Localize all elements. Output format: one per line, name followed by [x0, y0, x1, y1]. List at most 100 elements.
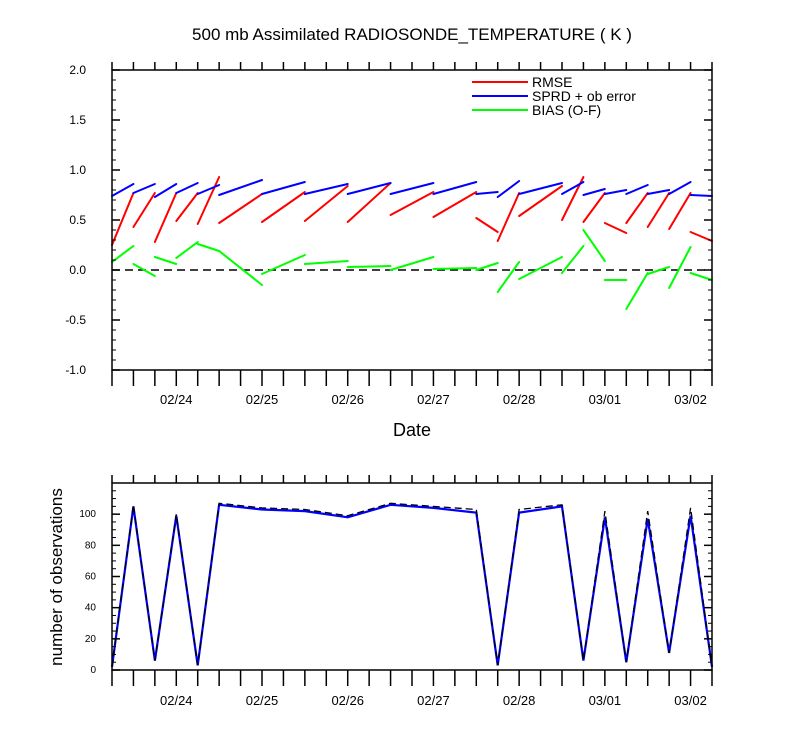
bottom-y-tick-label-3: 60	[85, 572, 97, 583]
legend-label-bias-o-f: BIAS (O-F)	[532, 102, 601, 118]
sprd-ob-error-segment-3	[175, 182, 199, 194]
series-total	[111, 502, 713, 667]
bottom-y-tick-label-0: 0	[90, 665, 96, 676]
top-chart: 500 mb Assimilated RADIOSONDE_TEMPERATUR…	[65, 25, 713, 440]
bias-o-f-segment-3	[175, 241, 199, 259]
bias-o-f-segment-13	[518, 256, 563, 280]
sprd-ob-error-segment-19	[668, 181, 692, 195]
bottom-x-tick-labels: 02/24 02/25 02/26 02/27 02/28 03/01 03/02	[160, 693, 707, 708]
series-sprd-ob-error	[111, 179, 713, 198]
rmse-segment-19	[668, 192, 692, 230]
top-y-tick-label-1: -0.5	[65, 313, 86, 327]
legend-label-rmse: RMSE	[532, 74, 572, 90]
bottom-chart: 0 20 40 60 80 100 02/24 02/25 02/26 02/27 02/28 03…	[47, 475, 714, 708]
sprd-ob-error-segment-0	[111, 183, 135, 197]
sprd-ob-error-segment-6	[261, 181, 306, 195]
bottom-x-tick-label-6: 03/02	[674, 693, 707, 708]
rmse-segment-11	[475, 217, 499, 233]
top-x-tick-label-0: 02/24	[160, 392, 193, 407]
bias-o-f-segment-2	[153, 256, 178, 265]
top-y-tick-label-2: 0.0	[69, 263, 86, 277]
legend-item-sprd-ob-error: SPRD + ob error	[472, 88, 636, 104]
rmse-segment-6	[261, 191, 306, 223]
top-ticks-layer	[111, 62, 713, 386]
bias-o-f-segment-8	[346, 265, 392, 268]
bias-o-f-segment-17	[625, 272, 649, 310]
top-chart-xlabel: Date	[393, 420, 431, 440]
bias-o-f-segment-20	[689, 272, 713, 281]
rmse-segment-18	[646, 192, 671, 228]
series-bias-o-f	[111, 229, 713, 310]
bottom-y-tick-label-2: 40	[85, 603, 97, 614]
top-y-tick-label-5: 1.5	[69, 113, 86, 127]
rmse-segment-7	[303, 185, 349, 222]
sprd-ob-error-segment-12	[496, 180, 521, 198]
bias-o-f-segment-6	[261, 254, 306, 275]
sprd-ob-error-segment-15	[582, 188, 606, 196]
rmse-segment-9	[389, 191, 435, 216]
rmse-segment-3	[175, 192, 199, 222]
bottom-plot-frame	[111, 482, 713, 671]
bias-o-f-segment-10	[432, 267, 478, 270]
series-rmse	[111, 176, 713, 246]
bias-o-f-segment-11	[475, 262, 499, 271]
bias-o-f-segment-5	[218, 250, 263, 286]
bias-o-f-segment-15	[582, 229, 606, 262]
rmse-segment-16	[603, 222, 628, 234]
bias-o-f-segment-4	[196, 243, 221, 252]
top-x-tick-label-3: 02/27	[417, 392, 450, 407]
bottom-x-tick-label-4: 02/28	[503, 693, 536, 708]
top-series-layer	[111, 176, 713, 310]
bottom-x-tick-label-0: 02/24	[160, 693, 193, 708]
sprd-ob-error-segment-10	[432, 181, 478, 195]
rmse-segment-8	[346, 182, 392, 223]
sprd-ob-error-segment-5	[218, 179, 263, 196]
rmse-segment-10	[432, 191, 478, 218]
rmse-segment-13	[518, 185, 563, 217]
sprd-ob-error-segment-1	[132, 183, 156, 194]
legend-item-rmse: RMSE	[472, 74, 572, 90]
top-y-tick-label-6: 2.0	[69, 63, 86, 77]
sprd-ob-error-segment-16	[603, 189, 628, 195]
bottom-y-tick-labels: 0 20 40 60 80 100	[79, 509, 96, 676]
top-y-tick-label-4: 1.0	[69, 163, 86, 177]
bottom-x-tick-label-5: 03/01	[589, 693, 622, 708]
top-x-tick-label-5: 03/01	[589, 392, 622, 407]
rmse-segment-0	[111, 192, 135, 246]
top-chart-title: 500 mb Assimilated RADIOSONDE_TEMPERATUR…	[192, 25, 632, 44]
rmse-segment-2	[153, 192, 178, 243]
bias-o-f-segment-14	[561, 245, 585, 274]
sprd-ob-error-segment-20	[689, 194, 713, 197]
top-y-tick-labels: -1.0 -0.5 0.0 0.5 1.0 1.5 2.0	[65, 63, 86, 377]
bottom-y-tick-label-4: 80	[85, 540, 97, 551]
bottom-chart-ylabel: number of observations	[47, 488, 66, 666]
bias-o-f-segment-9	[389, 256, 435, 271]
legend-item-bias-o-f: BIAS (O-F)	[472, 102, 601, 118]
sprd-ob-error-segment-11	[475, 191, 499, 195]
rmse-segment-5	[218, 193, 263, 224]
bias-o-f-segment-19	[668, 246, 692, 289]
rmse-segment-4	[196, 176, 221, 225]
bottom-x-tick-label-2: 02/26	[331, 693, 364, 708]
series-assimilated	[110, 503, 714, 668]
top-x-tick-label-6: 03/02	[674, 392, 707, 407]
sprd-ob-error-segment-9	[389, 182, 435, 195]
top-y-tick-label-3: 0.5	[69, 213, 86, 227]
sprd-ob-error-segment-7	[303, 183, 349, 195]
bias-o-f-segment-1	[132, 263, 156, 277]
bias-o-f-segment-12	[496, 261, 521, 293]
bias-o-f-segment-18	[646, 266, 671, 275]
sprd-ob-error-segment-18	[646, 189, 671, 195]
sprd-ob-error-segment-13	[518, 182, 563, 195]
top-x-tick-label-2: 02/26	[331, 392, 364, 407]
sprd-ob-error-segment-8	[346, 182, 392, 195]
top-x-tick-label-4: 02/28	[503, 392, 536, 407]
top-x-tick-label-1: 02/25	[246, 392, 279, 407]
bottom-y-tick-label-5: 100	[79, 509, 96, 520]
top-plot-frame	[111, 69, 713, 371]
rmse-segment-12	[496, 192, 521, 242]
bottom-y-tick-label-1: 20	[85, 634, 97, 645]
top-y-tick-label-0: -1.0	[65, 363, 86, 377]
